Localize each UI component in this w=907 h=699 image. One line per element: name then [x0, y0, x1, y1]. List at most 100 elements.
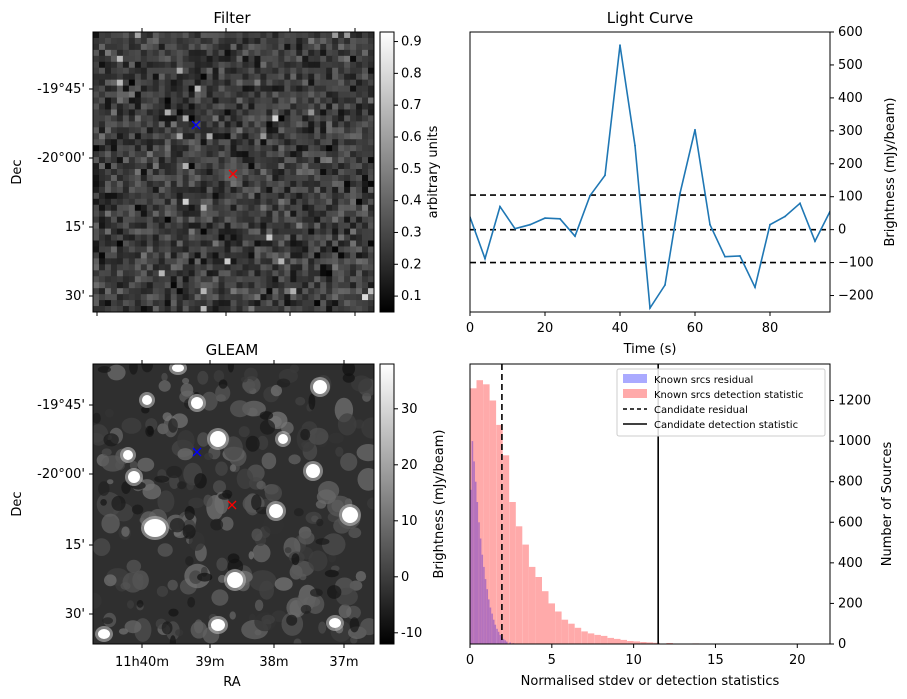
- filter-pixel: [218, 258, 225, 265]
- filter-pixel: [332, 157, 339, 164]
- filter-pixel: [290, 276, 297, 283]
- filter-pixel: [93, 234, 100, 241]
- histogram-bar-residual: [478, 522, 480, 644]
- filter-pixel: [332, 49, 339, 57]
- filter-pixel: [224, 55, 231, 63]
- filter-pixel: [278, 43, 285, 51]
- filter-pixel: [290, 139, 297, 146]
- gleam-blob: [254, 612, 277, 632]
- filter-pixel: [182, 252, 190, 259]
- filter-pixel: [242, 127, 249, 134]
- filter-pixel: [332, 300, 339, 307]
- filter-pixel: [308, 109, 315, 116]
- filter-pixel: [230, 109, 237, 116]
- filter-pixel: [194, 246, 202, 253]
- filter-pixel: [356, 145, 363, 152]
- filter-pixel: [104, 121, 112, 128]
- gleam-source: [142, 395, 152, 405]
- filter-pixel: [350, 32, 357, 39]
- histogram-ytick-label: 600: [838, 515, 863, 530]
- filter-pixel: [314, 288, 321, 295]
- filter-pixel: [338, 240, 345, 247]
- filter-pixel: [278, 139, 285, 146]
- filter-pixel: [350, 79, 357, 87]
- gleam-xtick-1: 39m: [195, 655, 224, 670]
- filter-pixel: [93, 73, 100, 81]
- filter-pixel: [320, 61, 327, 69]
- filter-pixel: [332, 270, 339, 277]
- filter-pixel: [344, 73, 351, 81]
- filter-pixel: [368, 97, 375, 104]
- filter-pixel: [266, 246, 273, 253]
- filter-pixel: [194, 234, 202, 241]
- filter-pixel: [170, 79, 178, 87]
- filter-pixel: [308, 157, 315, 164]
- gleam-blob: [156, 585, 168, 597]
- gleam-dark-blob: [185, 556, 194, 566]
- filter-pixel: [128, 61, 136, 69]
- lightcurve-xlabel: Time (s): [623, 342, 677, 357]
- filter-pixel: [272, 276, 279, 283]
- gleam-blob: [215, 384, 231, 402]
- filter-pixel: [98, 180, 106, 188]
- filter-pixel: [284, 198, 291, 206]
- gleam-marker-blue: [192, 447, 202, 457]
- filter-pixel: [170, 67, 178, 75]
- filter-pixel: [302, 169, 309, 176]
- filter-pixel: [368, 49, 375, 57]
- filter-pixel: [350, 61, 357, 69]
- filter-pixel: [296, 216, 303, 224]
- filter-pixel: [236, 288, 243, 295]
- filter-pixel: [362, 157, 369, 164]
- filter-pixel: [260, 222, 267, 229]
- filter-pixel: [302, 67, 309, 75]
- filter-pixel: [320, 163, 327, 170]
- filter-pixel: [158, 151, 166, 158]
- lightcurve-ytick-label: −200: [838, 289, 874, 304]
- filter-pixel: [254, 222, 261, 229]
- filter-pixel: [200, 67, 207, 75]
- histogram-legend: Known srcs residual Known srcs detection…: [616, 368, 826, 437]
- filter-pixel: [140, 228, 148, 235]
- gleam-blob: [318, 621, 327, 634]
- gleam-dark-blob: [245, 435, 260, 452]
- filter-pixel: [236, 145, 243, 152]
- filter-pixel: [260, 306, 267, 313]
- filter-pixel: [188, 246, 196, 253]
- filter-pixel: [140, 288, 148, 295]
- filter-pixel: [176, 210, 184, 218]
- filter-pixel: [158, 270, 166, 277]
- filter-pixel: [242, 240, 249, 247]
- filter-pixel: [200, 228, 207, 235]
- filter-pixel: [158, 169, 166, 176]
- filter-pixel: [320, 32, 327, 39]
- filter-pixel: [170, 234, 178, 241]
- filter-pixel: [272, 85, 279, 92]
- filter-pixel: [296, 288, 303, 295]
- filter-pixel: [332, 32, 339, 39]
- filter-pixel: [140, 61, 148, 69]
- filter-pixel: [158, 186, 166, 194]
- filter-pixel: [254, 97, 261, 104]
- filter-pixel: [146, 157, 154, 164]
- gleam-blob: [299, 573, 307, 581]
- filter-pixel: [176, 169, 184, 176]
- filter-pixel: [260, 85, 267, 92]
- filter-pixel: [302, 43, 309, 51]
- filter-pixel: [212, 37, 219, 45]
- filter-pixel: [290, 121, 297, 128]
- filter-pixel: [338, 288, 345, 295]
- histogram-bar-detection: [600, 635, 608, 644]
- filter-pixel: [176, 109, 184, 116]
- filter-pixel: [170, 61, 178, 69]
- filter-pixel: [248, 252, 255, 259]
- lightcurve-frame: [469, 31, 831, 313]
- filter-pixel: [158, 61, 166, 69]
- filter-pixel: [116, 204, 124, 212]
- filter-pixel: [188, 276, 196, 283]
- histogram-bar-detection: [522, 544, 529, 644]
- filter-pixel: [362, 300, 369, 307]
- filter-pixel: [200, 32, 207, 39]
- filter-pixel: [152, 67, 160, 75]
- filter-pixel: [368, 79, 375, 87]
